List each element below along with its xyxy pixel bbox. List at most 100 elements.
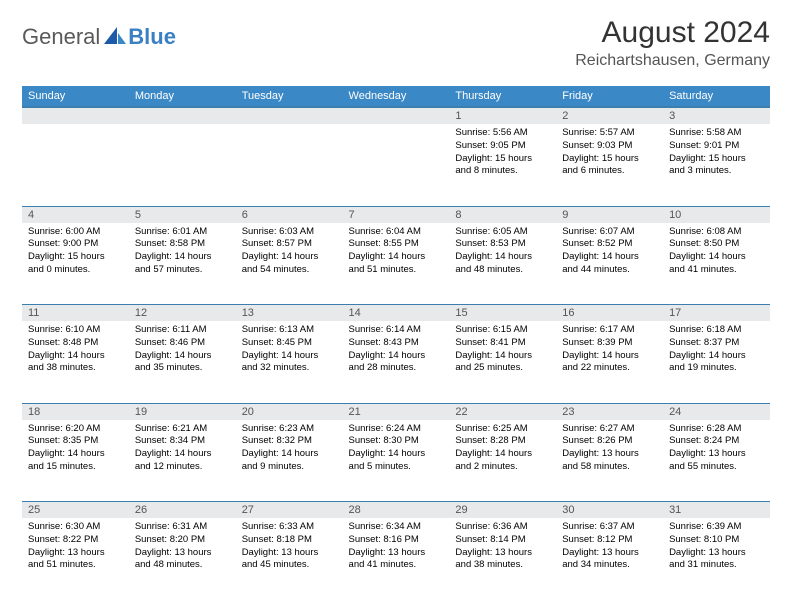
daynum-cell: 11 xyxy=(22,305,129,322)
day-header: Saturday xyxy=(663,86,770,107)
day-cell: Sunrise: 6:15 AMSunset: 8:41 PMDaylight:… xyxy=(449,321,556,403)
week-row: Sunrise: 6:20 AMSunset: 8:35 PMDaylight:… xyxy=(22,420,770,502)
sunset-text: Sunset: 8:45 PM xyxy=(242,337,337,350)
day-cell: Sunrise: 6:18 AMSunset: 8:37 PMDaylight:… xyxy=(663,321,770,403)
daynum-cell: 28 xyxy=(343,502,450,519)
day-number xyxy=(22,108,129,112)
sunset-text: Sunset: 8:12 PM xyxy=(562,534,657,547)
daynum-cell: 26 xyxy=(129,502,236,519)
daylight-text: Daylight: 15 hours and 3 minutes. xyxy=(669,153,764,179)
daynum-cell: 17 xyxy=(663,305,770,322)
daynum-row: 18192021222324 xyxy=(22,403,770,420)
day-cell-body: Sunrise: 6:18 AMSunset: 8:37 PMDaylight:… xyxy=(663,321,770,381)
sunrise-text: Sunrise: 6:24 AM xyxy=(349,423,444,436)
sunset-text: Sunset: 8:34 PM xyxy=(135,435,230,448)
daynum-cell: 3 xyxy=(663,107,770,124)
daynum-cell: 27 xyxy=(236,502,343,519)
day-number: 31 xyxy=(663,502,770,518)
day-cell-body: Sunrise: 6:10 AMSunset: 8:48 PMDaylight:… xyxy=(22,321,129,381)
sunset-text: Sunset: 8:30 PM xyxy=(349,435,444,448)
sunset-text: Sunset: 8:57 PM xyxy=(242,238,337,251)
day-number xyxy=(236,108,343,112)
day-cell: Sunrise: 6:31 AMSunset: 8:20 PMDaylight:… xyxy=(129,518,236,600)
daynum-cell: 1 xyxy=(449,107,556,124)
sunset-text: Sunset: 8:52 PM xyxy=(562,238,657,251)
calendar-table: SundayMondayTuesdayWednesdayThursdayFrid… xyxy=(22,86,770,600)
day-header: Friday xyxy=(556,86,663,107)
daylight-text: Daylight: 13 hours and 48 minutes. xyxy=(135,547,230,573)
day-cell xyxy=(236,124,343,206)
day-cell-body xyxy=(343,124,450,133)
sunrise-text: Sunrise: 6:08 AM xyxy=(669,226,764,239)
daylight-text: Daylight: 13 hours and 55 minutes. xyxy=(669,448,764,474)
day-cell: Sunrise: 6:00 AMSunset: 9:00 PMDaylight:… xyxy=(22,223,129,305)
day-number: 16 xyxy=(556,305,663,321)
daynum-cell: 23 xyxy=(556,403,663,420)
day-cell: Sunrise: 6:39 AMSunset: 8:10 PMDaylight:… xyxy=(663,518,770,600)
day-number: 18 xyxy=(22,404,129,420)
daynum-cell xyxy=(343,107,450,124)
day-cell-body: Sunrise: 6:11 AMSunset: 8:46 PMDaylight:… xyxy=(129,321,236,381)
sunrise-text: Sunrise: 5:56 AM xyxy=(455,127,550,140)
day-cell: Sunrise: 6:10 AMSunset: 8:48 PMDaylight:… xyxy=(22,321,129,403)
sunrise-text: Sunrise: 6:33 AM xyxy=(242,521,337,534)
day-cell-body xyxy=(22,124,129,133)
day-cell-body xyxy=(236,124,343,133)
day-cell-body: Sunrise: 6:20 AMSunset: 8:35 PMDaylight:… xyxy=(22,420,129,480)
day-cell: Sunrise: 5:57 AMSunset: 9:03 PMDaylight:… xyxy=(556,124,663,206)
daynum-cell: 6 xyxy=(236,206,343,223)
day-cell: Sunrise: 6:17 AMSunset: 8:39 PMDaylight:… xyxy=(556,321,663,403)
daylight-text: Daylight: 14 hours and 15 minutes. xyxy=(28,448,123,474)
sunrise-text: Sunrise: 6:27 AM xyxy=(562,423,657,436)
daylight-text: Daylight: 14 hours and 54 minutes. xyxy=(242,251,337,277)
sunset-text: Sunset: 8:46 PM xyxy=(135,337,230,350)
day-number: 26 xyxy=(129,502,236,518)
day-cell-body: Sunrise: 6:04 AMSunset: 8:55 PMDaylight:… xyxy=(343,223,450,283)
daylight-text: Daylight: 14 hours and 48 minutes. xyxy=(455,251,550,277)
sunset-text: Sunset: 9:05 PM xyxy=(455,140,550,153)
daylight-text: Daylight: 14 hours and 22 minutes. xyxy=(562,350,657,376)
day-cell-body: Sunrise: 6:08 AMSunset: 8:50 PMDaylight:… xyxy=(663,223,770,283)
daynum-row: 25262728293031 xyxy=(22,502,770,519)
sunset-text: Sunset: 8:10 PM xyxy=(669,534,764,547)
daynum-cell: 4 xyxy=(22,206,129,223)
sunrise-text: Sunrise: 6:00 AM xyxy=(28,226,123,239)
day-cell: Sunrise: 6:20 AMSunset: 8:35 PMDaylight:… xyxy=(22,420,129,502)
sunset-text: Sunset: 9:00 PM xyxy=(28,238,123,251)
sunrise-text: Sunrise: 5:58 AM xyxy=(669,127,764,140)
day-number: 6 xyxy=(236,207,343,223)
day-cell: Sunrise: 6:33 AMSunset: 8:18 PMDaylight:… xyxy=(236,518,343,600)
sunset-text: Sunset: 8:50 PM xyxy=(669,238,764,251)
sunrise-text: Sunrise: 6:10 AM xyxy=(28,324,123,337)
day-number: 19 xyxy=(129,404,236,420)
day-number: 9 xyxy=(556,207,663,223)
day-cell: Sunrise: 6:36 AMSunset: 8:14 PMDaylight:… xyxy=(449,518,556,600)
day-cell: Sunrise: 5:56 AMSunset: 9:05 PMDaylight:… xyxy=(449,124,556,206)
day-number: 2 xyxy=(556,108,663,124)
daylight-text: Daylight: 13 hours and 31 minutes. xyxy=(669,547,764,573)
daynum-cell: 5 xyxy=(129,206,236,223)
daynum-cell: 20 xyxy=(236,403,343,420)
day-cell-body: Sunrise: 6:13 AMSunset: 8:45 PMDaylight:… xyxy=(236,321,343,381)
sunset-text: Sunset: 8:20 PM xyxy=(135,534,230,547)
week-row: Sunrise: 6:10 AMSunset: 8:48 PMDaylight:… xyxy=(22,321,770,403)
sunrise-text: Sunrise: 6:25 AM xyxy=(455,423,550,436)
week-row: Sunrise: 6:00 AMSunset: 9:00 PM Daylight:… xyxy=(22,223,770,305)
day-number: 15 xyxy=(449,305,556,321)
day-cell-body: Sunrise: 6:37 AMSunset: 8:12 PMDaylight:… xyxy=(556,518,663,578)
logo-sail-icon xyxy=(104,27,126,48)
daylight-text: Daylight: 14 hours and 9 minutes. xyxy=(242,448,337,474)
daynum-cell xyxy=(22,107,129,124)
sunset-text: Sunset: 8:35 PM xyxy=(28,435,123,448)
day-cell-body: Sunrise: 6:00 AMSunset: 9:00 PMDaylight:… xyxy=(22,223,129,283)
day-cell: Sunrise: 6:01 AMSunset: 8:58 PMDaylight:… xyxy=(129,223,236,305)
sunrise-text: Sunrise: 6:39 AM xyxy=(669,521,764,534)
day-number: 4 xyxy=(22,207,129,223)
sunrise-text: Sunrise: 6:13 AM xyxy=(242,324,337,337)
daylight-text: Daylight: 15 hours and 8 minutes. xyxy=(455,153,550,179)
sunset-text: Sunset: 8:41 PM xyxy=(455,337,550,350)
day-cell-body: Sunrise: 6:24 AMSunset: 8:30 PMDaylight:… xyxy=(343,420,450,480)
day-cell xyxy=(129,124,236,206)
daylight-text: Daylight: 14 hours and 12 minutes. xyxy=(135,448,230,474)
daylight-text: Daylight: 14 hours and 51 minutes. xyxy=(349,251,444,277)
